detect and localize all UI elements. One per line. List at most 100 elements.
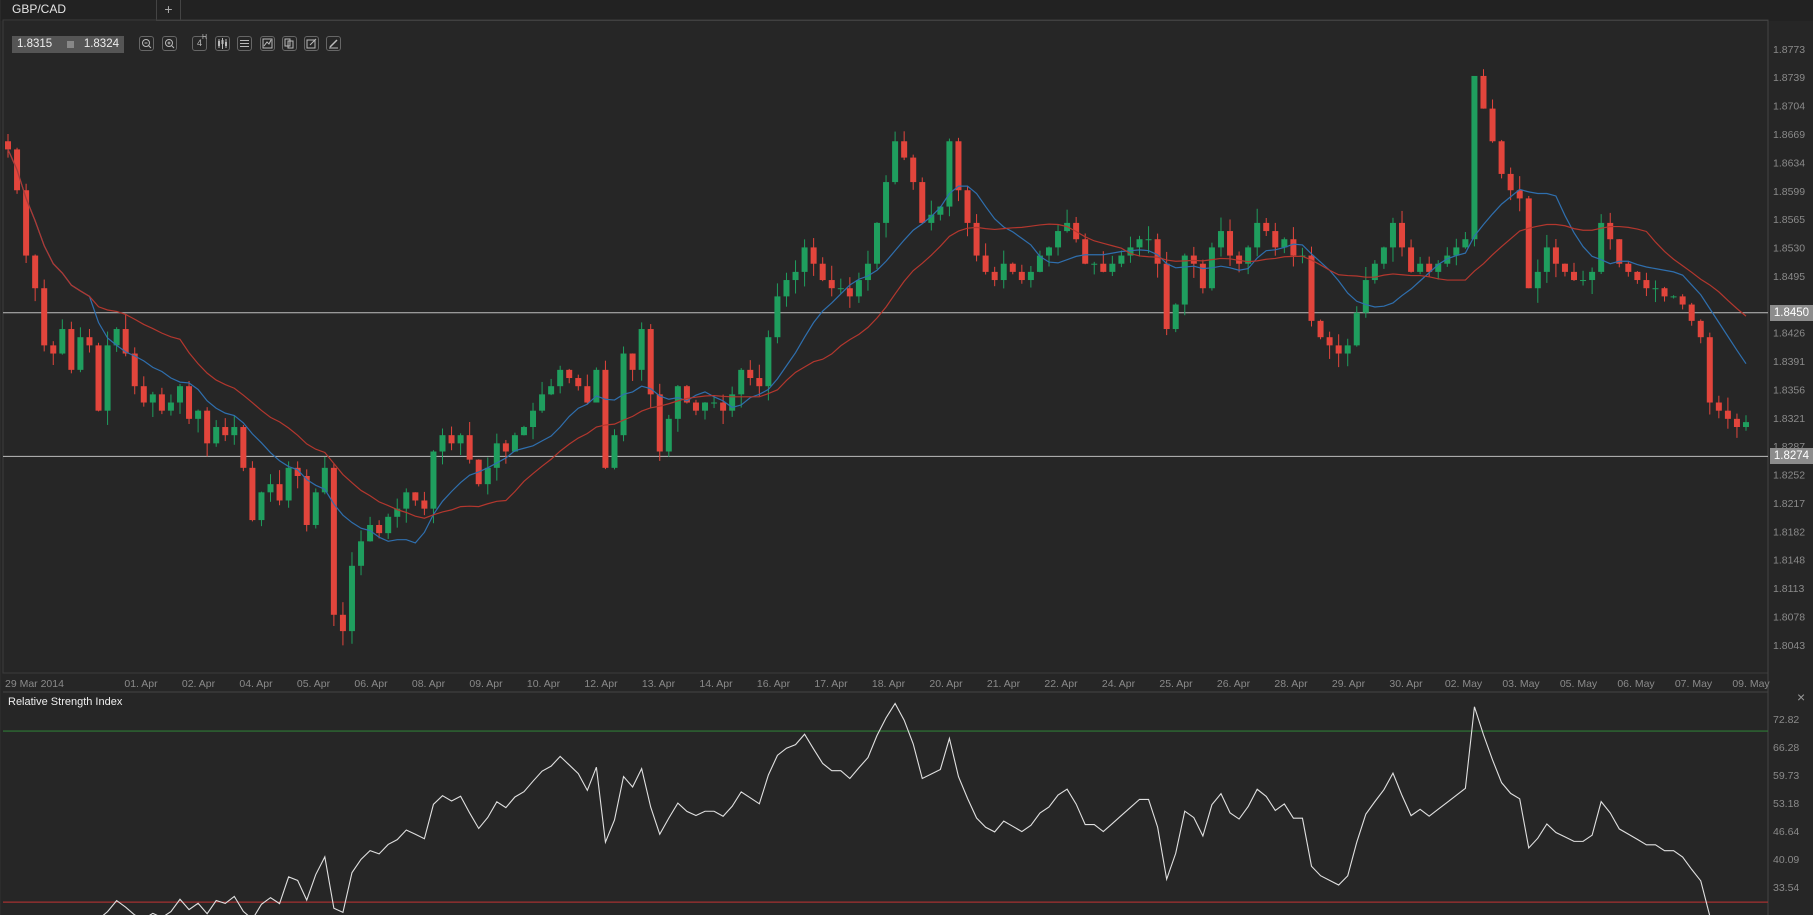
candle[interactable] (167, 394, 174, 416)
candle[interactable] (439, 428, 446, 465)
candle[interactable] (430, 450, 437, 524)
candle[interactable] (702, 402, 709, 420)
edit-icon[interactable] (304, 36, 319, 51)
candle[interactable] (910, 154, 917, 190)
candle[interactable] (1724, 397, 1731, 429)
candle[interactable] (122, 314, 129, 357)
candle[interactable] (946, 138, 953, 217)
draw-icon[interactable] (326, 36, 341, 51)
candle[interactable] (982, 243, 989, 275)
chart-type-icon[interactable] (260, 36, 275, 51)
candle[interactable] (113, 327, 120, 352)
candle[interactable] (367, 516, 374, 542)
candle[interactable] (1498, 139, 1505, 179)
candle[interactable] (584, 374, 591, 405)
candle[interactable] (213, 420, 220, 447)
candle[interactable] (819, 257, 826, 282)
candle[interactable] (1652, 280, 1659, 303)
candle[interactable] (1082, 233, 1089, 265)
candle[interactable] (747, 360, 754, 386)
candle[interactable] (86, 328, 93, 353)
candle[interactable] (629, 353, 636, 381)
candle[interactable] (1534, 259, 1541, 303)
candle[interactable] (231, 415, 238, 445)
candle[interactable] (1462, 232, 1469, 249)
candle[interactable] (846, 277, 853, 308)
candle[interactable] (50, 341, 57, 366)
candle[interactable] (1625, 261, 1632, 277)
candle[interactable] (883, 175, 890, 238)
candle[interactable] (1018, 264, 1025, 284)
candle[interactable] (520, 425, 527, 436)
candle[interactable] (59, 319, 66, 355)
candle[interactable] (801, 239, 808, 287)
candle[interactable] (837, 278, 844, 294)
candle[interactable] (1552, 239, 1559, 278)
candle[interactable] (321, 456, 328, 495)
tab-gbp-cad[interactable]: GBP/CAD (0, 0, 157, 21)
candle[interactable] (1181, 253, 1188, 316)
candle[interactable] (1706, 332, 1713, 415)
candle[interactable] (647, 324, 654, 409)
candle[interactable] (1525, 195, 1532, 289)
candle[interactable] (1516, 176, 1523, 212)
candle[interactable] (176, 383, 183, 414)
candle[interactable] (1543, 234, 1550, 283)
candle[interactable] (602, 360, 609, 470)
candle[interactable] (711, 396, 718, 409)
candle[interactable] (674, 385, 681, 432)
candle[interactable] (41, 279, 48, 352)
candle[interactable] (575, 374, 582, 391)
candle[interactable] (973, 214, 980, 262)
candle[interactable] (294, 461, 301, 489)
candle[interactable] (1634, 271, 1641, 284)
candle[interactable] (276, 470, 283, 506)
candle[interactable] (1371, 260, 1378, 284)
candle[interactable] (339, 602, 346, 646)
candle[interactable] (1616, 239, 1623, 268)
candle[interactable] (222, 418, 229, 442)
candle[interactable] (249, 461, 256, 522)
candle[interactable] (1697, 319, 1704, 344)
candle[interactable] (720, 394, 727, 424)
candle[interactable] (285, 461, 292, 508)
candle[interactable] (1227, 219, 1234, 266)
candle[interactable] (1064, 209, 1071, 233)
candle[interactable] (1055, 224, 1062, 256)
candle[interactable] (1444, 247, 1451, 267)
candle[interactable] (1679, 294, 1686, 310)
candle[interactable] (1036, 250, 1043, 273)
candle[interactable] (1118, 250, 1125, 268)
candle[interactable] (158, 387, 165, 415)
candle[interactable] (1199, 259, 1206, 294)
candle[interactable] (1091, 261, 1098, 275)
candle[interactable] (204, 407, 211, 457)
candle[interactable] (1353, 306, 1360, 347)
candle[interactable] (385, 513, 392, 539)
candle[interactable] (186, 381, 193, 424)
candle[interactable] (1408, 239, 1415, 273)
candle[interactable] (1489, 99, 1496, 143)
candle[interactable] (348, 552, 355, 644)
candle[interactable] (1299, 247, 1306, 264)
candle[interactable] (1389, 217, 1396, 262)
candle[interactable] (919, 177, 926, 224)
candle[interactable] (874, 222, 880, 270)
candle[interactable] (991, 266, 998, 287)
candle[interactable] (1733, 413, 1740, 438)
candle[interactable] (1715, 395, 1722, 419)
candle[interactable] (1507, 167, 1514, 201)
candle[interactable] (1281, 237, 1288, 254)
candle[interactable] (1344, 338, 1351, 367)
candle[interactable] (1217, 217, 1224, 257)
candle[interactable] (1362, 266, 1369, 318)
candle[interactable] (937, 206, 944, 221)
candles-icon[interactable] (215, 36, 230, 51)
candle[interactable] (240, 425, 247, 472)
candle[interactable] (23, 183, 30, 264)
candle[interactable] (312, 488, 319, 529)
candle[interactable] (692, 399, 699, 416)
candle[interactable] (548, 378, 555, 396)
candle[interactable] (448, 426, 455, 451)
